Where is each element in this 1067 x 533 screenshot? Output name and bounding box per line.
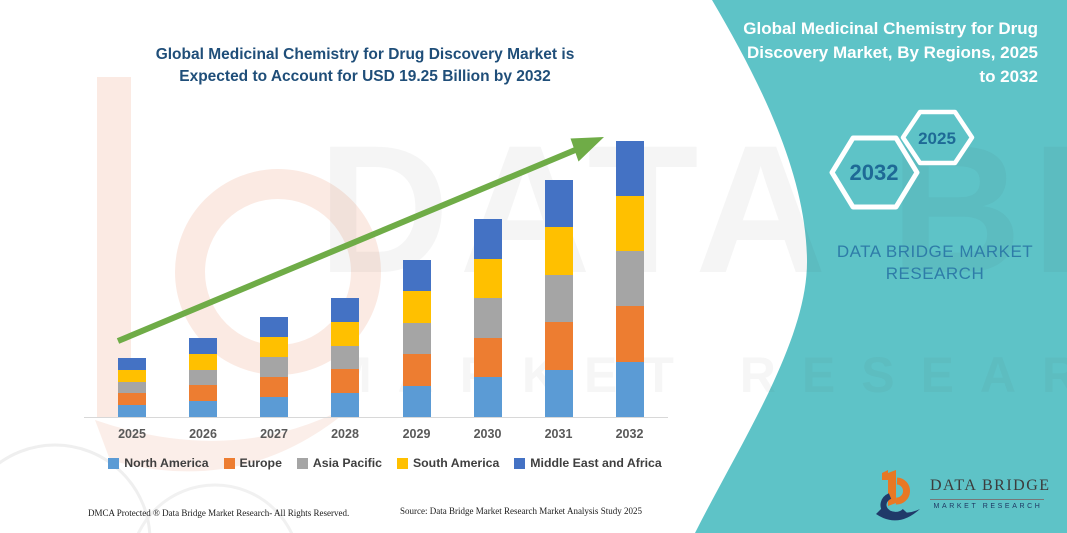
segment-2030-north-america	[473, 377, 502, 417]
logo-subtitle: MARKET RESEARCH	[933, 503, 1043, 510]
legend-label: Europe	[239, 456, 282, 470]
source-note: Source: Data Bridge Market Research Mark…	[400, 506, 642, 516]
segment-2027-south-america	[260, 337, 288, 357]
segment-2027-north-america	[260, 397, 288, 417]
logo-divider	[930, 499, 1044, 500]
segment-2026-europe	[189, 385, 217, 402]
brand-text: DATA BRIDGE MARKET RESEARCH	[810, 241, 1060, 285]
segment-2028-asia-pacific	[331, 345, 359, 370]
segment-2030-middle-east-and-africa	[473, 219, 502, 259]
segment-2029-north-america	[402, 385, 431, 417]
segment-2025-middle-east-and-africa	[118, 358, 146, 370]
logo-b-bowl	[895, 477, 910, 505]
logo-b-stem	[888, 470, 896, 506]
bar-2032	[615, 140, 644, 417]
segment-2030-europe	[473, 337, 502, 378]
segment-2028-europe	[331, 369, 359, 394]
bar-2030	[473, 219, 502, 417]
legend-label: South America	[412, 456, 500, 470]
legend-item-asia-pacific: Asia Pacific	[296, 456, 382, 470]
segment-2029-south-america	[402, 291, 431, 323]
segment-2030-asia-pacific	[473, 298, 502, 338]
segment-2032-middle-east-and-africa	[615, 140, 644, 196]
x-tick-2026: 2026	[189, 427, 217, 441]
legend-swatch	[396, 457, 408, 469]
dbmr-logo: DATA BRIDGE MARKET RESEARCH	[874, 467, 1051, 525]
segment-2031-middle-east-and-africa	[544, 180, 573, 228]
segment-2026-south-america	[189, 353, 217, 370]
x-tick-2030: 2030	[473, 427, 502, 441]
segment-2025-north-america	[118, 405, 146, 417]
segment-2032-asia-pacific	[615, 251, 644, 307]
segment-2029-middle-east-and-africa	[402, 260, 431, 292]
x-tick-2032: 2032	[615, 427, 644, 441]
legend-item-south-america: South America	[396, 456, 500, 470]
segment-2031-europe	[544, 322, 573, 370]
bar-2027	[260, 317, 288, 417]
segment-2025-asia-pacific	[118, 381, 146, 394]
segment-2032-south-america	[615, 195, 644, 252]
legend-item-middle-east-and-africa: Middle East and Africa	[514, 456, 662, 470]
x-tick-2031: 2031	[544, 427, 573, 441]
brand-text-line2: RESEARCH	[885, 264, 985, 283]
x-axis-line	[84, 417, 668, 418]
bar-2026	[189, 338, 217, 417]
segment-2027-europe	[260, 377, 288, 397]
segment-2026-middle-east-and-africa	[189, 338, 217, 354]
bar-2031	[544, 180, 573, 417]
panel-heading: Global Medicinal Chemistry for Drug Disc…	[743, 19, 1038, 86]
x-tick-2025: 2025	[118, 427, 146, 441]
legend-item-north-america: North America	[108, 456, 209, 470]
bar-2025	[118, 358, 146, 417]
segment-2028-south-america	[331, 321, 359, 346]
legend: North America Europe Asia Pacific South Ame…	[60, 456, 710, 470]
dbmr-logo-icon	[876, 470, 920, 521]
brand-text-line1: DATA BRIDGE MARKET	[836, 242, 1034, 261]
logo-swoosh	[876, 508, 920, 521]
segment-2026-asia-pacific	[189, 369, 217, 386]
dmca-notice: DMCA Protected ® Data Bridge Market Rese…	[88, 508, 350, 518]
chart-title: Global Medicinal Chemistry for Drug Disc…	[105, 44, 625, 87]
segment-2028-middle-east-and-africa	[331, 298, 359, 322]
segment-2028-north-america	[331, 393, 359, 417]
segment-2026-north-america	[189, 401, 217, 417]
segment-2029-asia-pacific	[402, 322, 431, 355]
segment-2031-south-america	[544, 227, 573, 275]
watermark-text-small: MARKET RESEARCH	[330, 347, 1067, 403]
legend-swatch	[108, 457, 120, 469]
logo-wordmark: DATA BRIDGE	[930, 477, 1051, 494]
chart-title-line1: Global Medicinal Chemistry for Drug Disc…	[155, 46, 575, 63]
segment-2031-asia-pacific	[544, 274, 573, 323]
segment-2031-north-america	[544, 369, 573, 417]
segment-2027-middle-east-and-africa	[260, 317, 288, 337]
legend-label: Middle East and Africa	[530, 456, 662, 470]
segment-2029-europe	[402, 354, 431, 386]
segment-2030-south-america	[473, 258, 502, 299]
segment-2025-europe	[118, 393, 146, 406]
logo-b-flag	[882, 470, 888, 480]
x-tick-2028: 2028	[331, 427, 359, 441]
x-tick-2029: 2029	[402, 427, 431, 441]
bar-2029	[402, 260, 431, 417]
legend-swatch	[514, 457, 526, 469]
segment-2025-south-america	[118, 369, 146, 382]
segment-2027-asia-pacific	[260, 357, 288, 377]
segment-2032-europe	[615, 306, 644, 362]
bar-2028	[331, 298, 359, 417]
legend-label: Asia Pacific	[312, 456, 382, 470]
segment-2032-north-america	[615, 361, 644, 417]
chart-title-line2: Expected to Account for USD 19.25 Billio…	[179, 67, 551, 85]
legend-swatch	[223, 457, 235, 469]
legend-swatch	[296, 457, 308, 469]
x-tick-2027: 2027	[260, 427, 288, 441]
legend-item-europe: Europe	[223, 456, 282, 470]
legend-label: North America	[124, 456, 209, 470]
